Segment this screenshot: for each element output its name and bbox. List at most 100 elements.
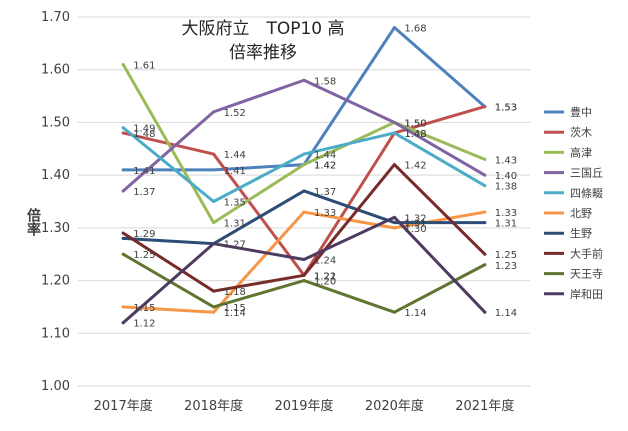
data-label: 1.20	[314, 277, 336, 288]
x-tick-label: 2021年度	[455, 398, 514, 414]
data-label: 1.58	[314, 76, 336, 87]
data-label: 1.48	[404, 129, 426, 140]
data-label: 1.42	[314, 161, 336, 172]
data-label: 1.49	[133, 124, 155, 135]
data-label: 1.53	[495, 103, 517, 114]
legend-label: 北野	[570, 207, 592, 220]
y-tick-label: 1.50	[41, 115, 70, 130]
data-point	[212, 152, 216, 156]
data-label: 1.33	[314, 208, 336, 219]
y-tick-label: 1.60	[41, 63, 70, 78]
x-tick-label: 2017年度	[94, 398, 153, 414]
data-point	[483, 184, 487, 188]
data-point	[121, 131, 125, 135]
chart-title-line-2: 倍率推移	[229, 43, 297, 63]
data-label: 1.48	[404, 129, 426, 140]
data-label: 1.37	[133, 187, 155, 198]
data-label: 1.23	[495, 261, 517, 272]
data-point	[483, 310, 487, 314]
y-tick-label: 1.70	[41, 10, 70, 25]
data-point	[483, 252, 487, 256]
data-point	[392, 310, 396, 314]
legend-label: 高津	[570, 145, 592, 159]
data-point	[302, 273, 306, 277]
data-label: 1.68	[404, 24, 426, 35]
data-label: 1.50	[404, 118, 426, 129]
data-point	[392, 163, 396, 167]
legend-label: 四條畷	[570, 186, 603, 200]
data-label: 1.43	[495, 155, 517, 166]
data-label: 1.31	[224, 219, 246, 230]
y-tick-label: 1.10	[41, 326, 70, 341]
legend-label: 岸和田	[570, 288, 603, 301]
data-point	[212, 110, 216, 114]
data-label: 1.61	[133, 60, 155, 71]
data-label: 1.22	[314, 271, 336, 282]
data-point	[302, 163, 306, 167]
data-label: 1.44	[314, 150, 336, 161]
data-label: 1.52	[224, 108, 246, 119]
data-label: 1.15	[133, 303, 155, 314]
data-label: 1.35	[224, 198, 246, 209]
data-point	[212, 242, 216, 246]
legend-label: 茨木	[570, 125, 592, 139]
legend-label: 三国丘	[570, 167, 603, 180]
y-tick-label: 1.20	[41, 274, 70, 289]
data-point	[121, 189, 125, 193]
data-label: 1.12	[133, 319, 155, 330]
data-point	[121, 231, 125, 235]
data-point	[483, 221, 487, 225]
data-point	[483, 263, 487, 267]
data-point	[121, 252, 125, 256]
data-point	[121, 236, 125, 240]
data-point	[212, 289, 216, 293]
data-point	[212, 168, 216, 172]
data-point	[483, 157, 487, 161]
y-tick-label: 1.40	[41, 168, 70, 183]
data-point	[121, 126, 125, 130]
data-point	[483, 173, 487, 177]
data-point	[302, 152, 306, 156]
data-label: 1.27	[224, 240, 246, 251]
data-label: 1.44	[224, 150, 246, 161]
data-point	[392, 26, 396, 30]
data-label: 1.25	[495, 250, 517, 261]
chart-title-line-1: 大阪府立 TOP10 高	[181, 19, 344, 39]
data-point	[392, 226, 396, 230]
y-tick-label: 1.30	[41, 221, 70, 236]
data-point	[483, 210, 487, 214]
data-label: 1.15	[224, 303, 246, 314]
data-label: 1.21	[314, 271, 336, 282]
data-label: 1.38	[495, 182, 517, 193]
data-point	[302, 257, 306, 261]
data-point	[483, 105, 487, 109]
data-label: 1.31	[404, 219, 426, 230]
legend-label: 豊中	[570, 106, 592, 119]
data-label: 1.48	[133, 129, 155, 140]
data-point	[302, 78, 306, 82]
data-point	[212, 200, 216, 203]
y-axis-label: 倍率	[25, 207, 41, 237]
data-point	[121, 305, 125, 309]
data-point	[392, 131, 396, 135]
data-labels: 1.41 1.41 1.421.681.531.481.441.211.481.53…	[133, 24, 517, 330]
data-label: 1.32	[404, 213, 426, 224]
y-tick-label: 1.00	[41, 379, 70, 394]
legend-label: 生野	[570, 226, 592, 240]
data-label: 1.33	[495, 208, 517, 219]
data-point	[121, 62, 125, 66]
legend-label: 大手前	[570, 246, 603, 260]
data-label: 1.41	[133, 166, 155, 177]
data-label: 1.31	[495, 219, 517, 230]
data-label: 1.18	[224, 287, 246, 298]
data-point	[121, 168, 125, 172]
data-point	[302, 279, 306, 283]
data-point	[212, 310, 216, 314]
data-point	[121, 321, 125, 325]
data-label: 1.41	[224, 166, 246, 177]
data-label: 1.14	[404, 308, 426, 319]
